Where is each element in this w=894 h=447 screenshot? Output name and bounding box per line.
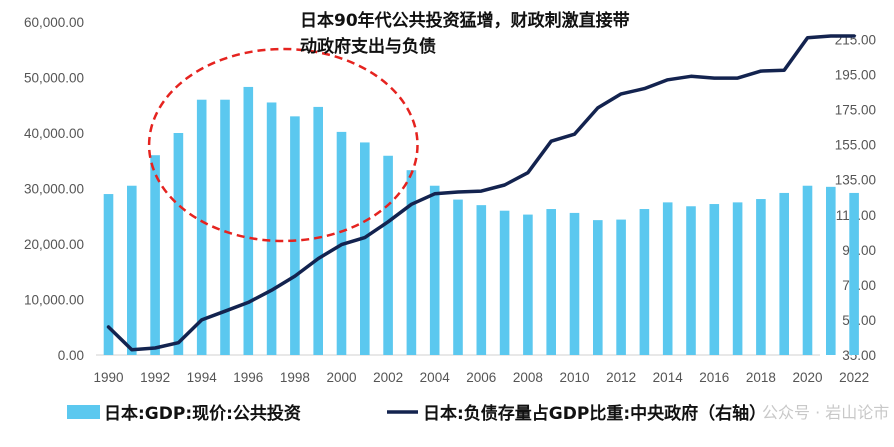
bar-2018 (756, 199, 766, 355)
bar-1992 (150, 155, 160, 355)
bar-series (103, 86, 859, 355)
legend-line-label: 日本:负债存量占GDP比重:中央政府（右轴） (423, 403, 766, 424)
x-axis-tick: 1996 (233, 370, 263, 385)
bar-2011 (593, 220, 603, 355)
left-axis-tick: 60,000.00 (24, 15, 84, 30)
legend-bar-label: 日本:GDP:现价:公共投资 (104, 403, 301, 424)
bar-2004 (429, 185, 440, 355)
bar-2012 (616, 219, 626, 355)
x-axis-tick: 2000 (326, 370, 356, 385)
x-axis-tick: 2016 (699, 370, 729, 385)
left-axis: 0.00 10,000.00 20,000.00 30,000.00 40,000.00… (24, 15, 84, 363)
bar-1995 (220, 99, 230, 355)
bar-2022 (849, 192, 859, 355)
right-axis-tick: 155.00 (835, 138, 876, 153)
bar-2008 (523, 214, 533, 355)
left-axis-tick: 0.00 (58, 348, 84, 363)
x-axis-tick: 2002 (373, 370, 403, 385)
bar-1998 (290, 116, 300, 355)
bar-1999 (313, 106, 323, 355)
debt-ratio-line (106, 34, 856, 352)
left-axis-tick: 20,000.00 (24, 237, 84, 252)
left-axis-tick: 30,000.00 (24, 182, 84, 197)
bar-2001 (360, 142, 370, 355)
x-axis-tick: 2012 (606, 370, 636, 385)
bar-2014 (662, 202, 673, 355)
right-axis-tick: 35.00 (842, 348, 876, 363)
bar-2019 (779, 192, 789, 355)
right-axis-tick: 175.00 (835, 103, 876, 118)
legend: 日本:GDP:现价:公共投资 日本:负债存量占GDP比重:中央政府（右轴） (67, 403, 766, 424)
x-axis-tick: 1998 (280, 370, 310, 385)
x-axis-tick: 1994 (187, 370, 218, 385)
bar-1990 (103, 194, 114, 355)
bar-1997 (266, 102, 277, 355)
highlight-ellipse (147, 47, 419, 243)
bar-2021 (826, 186, 836, 355)
bar-2015 (686, 206, 696, 355)
bar-2002 (383, 155, 393, 355)
x-axis: 1990 1992 1994 1996 1998 2000 2002 2004 2006 2008… (93, 354, 869, 385)
right-axis-tick: 55.00 (842, 313, 876, 328)
x-axis-tick: 2004 (420, 370, 451, 385)
right-axis-tick: 135.00 (835, 173, 876, 188)
x-axis-tick: 2022 (839, 370, 869, 385)
legend-bar-swatch (67, 405, 100, 419)
bar-2005 (453, 199, 463, 355)
right-axis-tick: 75.00 (842, 278, 876, 293)
left-axis-tick: 50,000.00 (24, 71, 84, 86)
x-axis-tick: 2010 (559, 370, 589, 385)
x-axis-tick: 2008 (513, 370, 543, 385)
bar-2017 (732, 202, 743, 355)
watermark: 公众号 · 岩山论市 (762, 403, 889, 422)
bar-1996 (243, 86, 254, 355)
right-axis-tick: 195.00 (835, 68, 876, 83)
bar-2007 (499, 210, 510, 355)
bar-2020 (802, 185, 813, 355)
x-axis-tick: 1990 (93, 370, 123, 385)
annotation-line-2: 动政府支出与负债 (300, 36, 436, 57)
left-axis-tick: 40,000.00 (24, 126, 84, 141)
bar-2009 (546, 209, 556, 355)
x-axis-tick: 2006 (466, 370, 496, 385)
right-axis-tick: 95.00 (842, 243, 876, 258)
bar-1993 (173, 133, 184, 355)
bar-2010 (569, 212, 580, 355)
bar-2016 (709, 204, 720, 355)
x-axis-tick: 2018 (746, 370, 776, 385)
x-axis-tick: 2020 (792, 370, 822, 385)
bar-2003 (406, 170, 417, 355)
bar-1994 (196, 99, 207, 355)
x-axis-tick: 1992 (140, 370, 170, 385)
bar-1991 (127, 185, 137, 355)
x-axis-tick: 2014 (653, 370, 684, 385)
annotation-line-1: 日本90年代公共投资猛增，财政刺激直接带 (300, 10, 630, 31)
bar-2013 (639, 209, 650, 355)
left-axis-tick: 10,000.00 (24, 293, 84, 308)
bar-2006 (476, 205, 487, 355)
